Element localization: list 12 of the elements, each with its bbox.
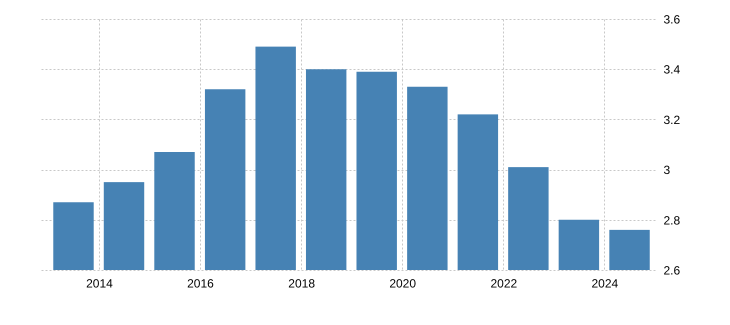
x-tick-label: 2018	[288, 276, 316, 290]
y-tick-label: 3.4	[664, 62, 681, 77]
x-tick-label: 2022	[490, 276, 518, 290]
x-tick-label: 2016	[187, 276, 214, 290]
x-tick-label: 2020	[389, 276, 416, 290]
y-tick-label: 3	[664, 163, 670, 178]
y-tick-label: 2.6	[664, 264, 681, 278]
y-tick-label: 2.8	[664, 213, 681, 228]
x-tick-label: 2024	[592, 276, 619, 290]
x-tick-label: 2014	[86, 276, 114, 290]
y-tick-label: 3.2	[664, 112, 681, 127]
y-tick-label: 3.6	[664, 12, 681, 26]
